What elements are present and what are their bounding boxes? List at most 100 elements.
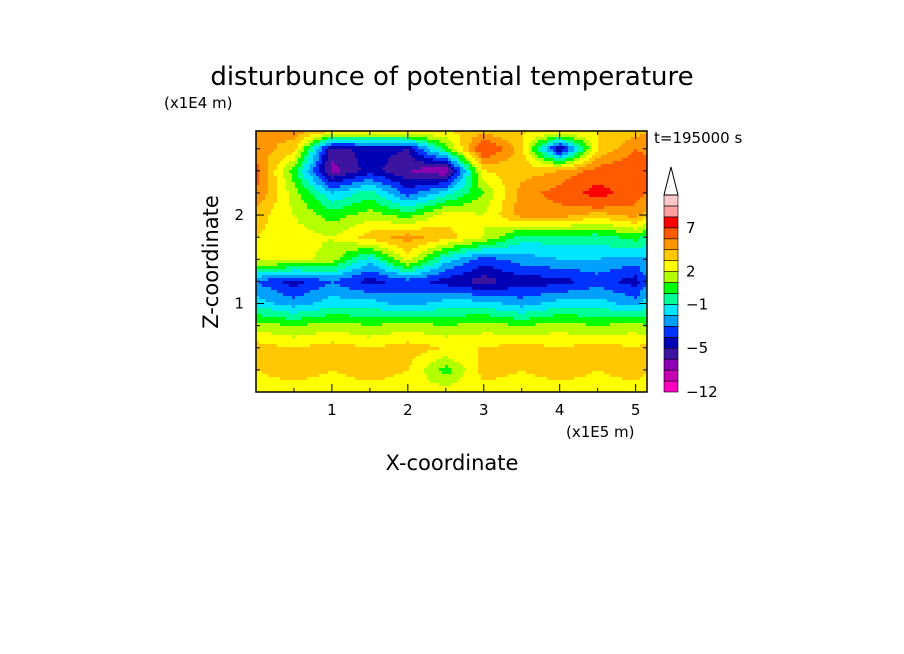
field-cell bbox=[583, 140, 587, 144]
field-cell bbox=[301, 146, 305, 150]
field-cell bbox=[589, 140, 593, 144]
field-cell bbox=[538, 218, 542, 222]
field-cell bbox=[325, 239, 329, 243]
field-cell bbox=[340, 233, 344, 237]
field-cell bbox=[616, 158, 620, 162]
field-cell bbox=[400, 176, 404, 180]
field-cell bbox=[451, 134, 455, 138]
field-cell bbox=[370, 134, 374, 138]
field-cell bbox=[256, 149, 260, 153]
field-cell bbox=[481, 218, 485, 222]
field-cell bbox=[589, 167, 593, 171]
field-cell bbox=[517, 206, 521, 210]
field-cell bbox=[358, 200, 362, 204]
field-cell bbox=[514, 233, 518, 237]
field-cell bbox=[511, 134, 515, 138]
field-cell bbox=[562, 131, 566, 135]
field-cell bbox=[349, 227, 353, 231]
field-cell bbox=[553, 236, 557, 240]
field-cell bbox=[382, 179, 386, 183]
field-cell bbox=[376, 164, 380, 168]
field-cell bbox=[361, 167, 365, 171]
field-cell bbox=[262, 206, 266, 210]
field-cell bbox=[589, 164, 593, 168]
field-cell bbox=[532, 155, 536, 159]
field-cell bbox=[379, 242, 383, 246]
field-cell bbox=[514, 161, 518, 165]
field-cell bbox=[307, 230, 311, 234]
field-cell bbox=[541, 140, 545, 144]
field-cell bbox=[382, 170, 386, 174]
field-cell bbox=[388, 197, 392, 201]
field-cell bbox=[502, 212, 506, 216]
field-cell bbox=[577, 137, 581, 141]
field-cell bbox=[262, 137, 266, 141]
field-cell bbox=[451, 170, 455, 174]
field-cell bbox=[544, 239, 548, 243]
field-cell bbox=[280, 227, 284, 231]
field-cell bbox=[598, 131, 602, 135]
field-cell bbox=[607, 236, 611, 240]
field-cell bbox=[493, 140, 497, 144]
field-cell bbox=[556, 188, 560, 192]
field-cell bbox=[283, 245, 287, 249]
field-cell bbox=[586, 173, 590, 177]
field-cell bbox=[373, 158, 377, 162]
field-cell bbox=[385, 137, 389, 141]
field-cell bbox=[298, 218, 302, 222]
field-cell bbox=[412, 239, 416, 243]
field-cell bbox=[463, 215, 467, 219]
field-cell bbox=[370, 179, 374, 183]
field-cell bbox=[313, 146, 317, 150]
field-cell bbox=[583, 152, 587, 156]
field-cell bbox=[622, 236, 626, 240]
field-cell bbox=[436, 182, 440, 186]
field-cell bbox=[325, 191, 329, 195]
field-cell bbox=[325, 155, 329, 159]
field-cell bbox=[535, 152, 539, 156]
field-cell bbox=[547, 164, 551, 168]
field-cell bbox=[550, 140, 554, 144]
field-cell bbox=[427, 203, 431, 207]
field-cell bbox=[517, 230, 521, 234]
field-cell bbox=[634, 143, 638, 147]
field-cell bbox=[523, 212, 527, 216]
field-cell bbox=[511, 176, 515, 180]
field-cell bbox=[565, 236, 569, 240]
field-cell bbox=[511, 218, 515, 222]
field-cell bbox=[424, 191, 428, 195]
field-cell bbox=[280, 185, 284, 189]
field-cell bbox=[340, 188, 344, 192]
field-cell bbox=[271, 185, 275, 189]
field-cell bbox=[310, 191, 314, 195]
field-cell bbox=[430, 197, 434, 201]
field-cell bbox=[589, 218, 593, 222]
field-cell bbox=[469, 164, 473, 168]
field-cell bbox=[469, 185, 473, 189]
field-cell bbox=[511, 239, 515, 243]
field-cell bbox=[598, 233, 602, 237]
field-cell bbox=[445, 191, 449, 195]
field-cell bbox=[454, 155, 458, 159]
field-cell bbox=[430, 236, 434, 240]
field-cell bbox=[367, 236, 371, 240]
field-cell bbox=[298, 230, 302, 234]
field-cell bbox=[430, 164, 434, 168]
field-cell bbox=[592, 197, 596, 201]
field-cell bbox=[412, 194, 416, 198]
field-cell bbox=[583, 203, 587, 207]
field-cell bbox=[607, 173, 611, 177]
field-cell bbox=[592, 182, 596, 186]
field-cell bbox=[487, 212, 491, 216]
field-cell bbox=[514, 221, 518, 225]
field-cell bbox=[268, 188, 272, 192]
field-cell bbox=[538, 227, 542, 231]
field-cell bbox=[427, 230, 431, 234]
field-cell bbox=[442, 200, 446, 204]
field-cell bbox=[394, 185, 398, 189]
field-cell bbox=[532, 149, 536, 153]
field-cell bbox=[400, 179, 404, 183]
field-cell bbox=[259, 203, 263, 207]
field-cell bbox=[628, 209, 632, 213]
field-cell bbox=[373, 233, 377, 237]
